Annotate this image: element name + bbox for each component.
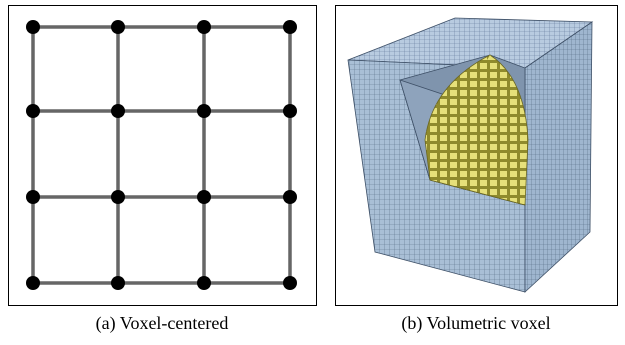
caption: (a) Voxel-centered (52, 313, 272, 334)
panel-b (336, 6, 618, 306)
caption: (b) Volumetric voxel (366, 313, 586, 334)
panel-frame (9, 6, 317, 306)
voxel-cube (348, 18, 592, 292)
figure: (a) Voxel-centered (b) Volumetric voxel (0, 0, 625, 345)
panel-a (9, 6, 317, 306)
figure-panels (0, 0, 625, 310)
